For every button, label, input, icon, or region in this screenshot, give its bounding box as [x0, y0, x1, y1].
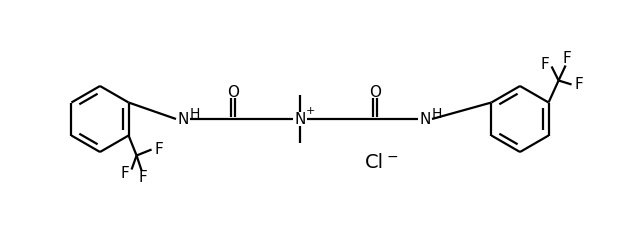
- Text: H: H: [432, 107, 442, 121]
- Text: O: O: [227, 85, 239, 100]
- Text: F: F: [562, 51, 571, 66]
- Text: H: H: [190, 107, 200, 121]
- Text: F: F: [154, 142, 163, 157]
- Text: Cl: Cl: [365, 152, 384, 172]
- Text: O: O: [369, 85, 381, 100]
- Text: N: N: [177, 111, 189, 127]
- Text: F: F: [120, 166, 129, 181]
- Text: F: F: [138, 170, 147, 185]
- Text: N: N: [294, 111, 306, 127]
- Text: +: +: [305, 106, 315, 116]
- Text: N: N: [419, 111, 431, 127]
- Text: −: −: [387, 150, 399, 164]
- Text: F: F: [540, 57, 549, 72]
- Text: F: F: [574, 77, 583, 92]
